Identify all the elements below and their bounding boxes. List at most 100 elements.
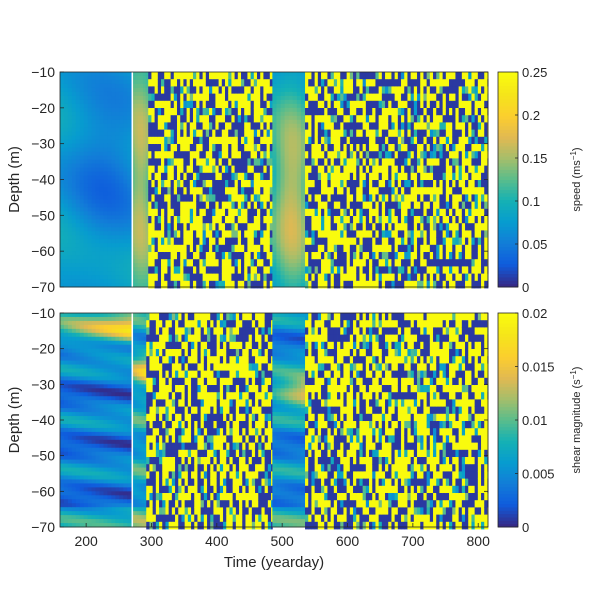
speed-noise-cell	[174, 202, 178, 210]
speed-noise-cell	[420, 144, 424, 152]
speed-noise-cell	[212, 101, 216, 109]
speed-noise-cell	[363, 144, 367, 152]
speed-noise-cell	[465, 245, 469, 253]
speed-noise-cell	[315, 209, 319, 217]
speed-noise-cell	[199, 166, 203, 174]
speed-field-cell	[123, 247, 127, 251]
speed-noise-cell	[212, 209, 216, 217]
speed-noise-cell	[318, 216, 322, 224]
speed-field-cell	[281, 271, 286, 275]
speed-noise-cell	[388, 137, 392, 145]
speed-field-cell	[293, 223, 298, 227]
speed-noise-cell	[180, 115, 184, 123]
speed-noise-cell	[267, 180, 271, 188]
speed-noise-cell	[231, 108, 235, 116]
speed-noise-cell	[350, 209, 354, 217]
speed-field-cell	[88, 104, 92, 108]
speed-colorbar-step	[498, 116, 518, 120]
speed-noise-cell	[215, 223, 219, 231]
speed-noise-cell	[158, 79, 162, 87]
speed-noise-cell	[254, 151, 258, 159]
speed-field-cell	[96, 116, 100, 120]
speed-noise-cell	[219, 108, 223, 116]
speed-noise-cell	[356, 158, 360, 166]
speed-noise-cell	[238, 187, 242, 195]
shear-field-cell	[60, 384, 64, 388]
speed-noise-cell	[331, 144, 335, 152]
speed-noise-cell	[199, 144, 203, 152]
speed-field-cell	[301, 211, 306, 215]
speed-noise-cell	[308, 108, 312, 116]
speed-field-cell	[104, 180, 108, 184]
speed-field-cell	[285, 223, 290, 227]
speed-noise-cell	[177, 166, 181, 174]
speed-noise-cell	[350, 151, 354, 159]
speed-field-cell	[272, 160, 277, 164]
speed-noise-cell	[446, 137, 450, 145]
speed-colorbar-step	[498, 99, 518, 103]
speed-noise-cell	[375, 259, 379, 267]
speed-noise-cell	[388, 173, 392, 181]
speed-noise-cell	[318, 266, 322, 274]
speed-noise-cell	[404, 72, 408, 80]
speed-noise-cell	[331, 151, 335, 159]
speed-noise-cell	[190, 238, 194, 246]
speed-noise-cell	[257, 86, 261, 94]
speed-field-cell	[96, 247, 100, 251]
speed-noise-cell	[382, 187, 386, 195]
speed-field-cell	[111, 148, 115, 152]
shear-field-cell	[76, 357, 80, 361]
speed-noise-cell	[171, 266, 175, 274]
speed-noise-cell	[375, 115, 379, 123]
speed-noise-cell	[209, 137, 213, 145]
speed-noise-cell	[222, 101, 226, 109]
speed-field-cell	[76, 267, 80, 271]
speed-field-cell	[293, 207, 298, 211]
speed-field-cell	[276, 195, 281, 199]
speed-field-cell	[80, 92, 84, 96]
speed-field-cell	[276, 191, 281, 195]
speed-noise-cell	[203, 101, 207, 109]
speed-field-cell	[276, 259, 281, 263]
speed-field-cell	[96, 207, 100, 211]
speed-noise-cell	[395, 202, 399, 210]
speed-field-cell	[88, 215, 92, 219]
speed-field-cell	[68, 211, 72, 215]
speed-noise-cell	[225, 130, 229, 138]
shear-field-cell	[72, 408, 76, 412]
speed-noise-cell	[196, 194, 200, 202]
speed-noise-cell	[190, 259, 194, 267]
speed-noise-cell	[449, 180, 453, 188]
speed-noise-cell	[305, 274, 309, 282]
speed-noise-cell	[222, 274, 226, 282]
speed-field-cell	[272, 164, 277, 168]
speed-noise-cell	[183, 274, 187, 282]
speed-noise-cell	[359, 252, 363, 260]
speed-noise-cell	[404, 252, 408, 260]
speed-field-cell	[289, 227, 294, 231]
speed-field-cell	[60, 120, 64, 124]
speed-noise-cell	[372, 173, 376, 181]
speed-field-cell	[127, 235, 131, 239]
speed-field-cell	[68, 275, 72, 279]
speed-field-cell	[64, 172, 68, 176]
speed-field-cell	[123, 187, 127, 191]
speed-noise-cell	[225, 230, 229, 238]
speed-noise-cell	[359, 230, 363, 238]
speed-noise-cell	[190, 209, 194, 217]
speed-noise-cell	[257, 115, 261, 123]
speed-noise-cell	[430, 122, 434, 130]
speed-noise-cell	[260, 252, 264, 260]
speed-field-cell	[285, 243, 290, 247]
speed-field-cell	[60, 195, 64, 199]
speed-noise-cell	[481, 108, 485, 116]
speed-noise-cell	[401, 101, 405, 109]
speed-noise-cell	[177, 101, 181, 109]
shear-field-cell	[64, 337, 68, 341]
speed-field-cell	[119, 136, 123, 140]
speed-noise-cell	[382, 223, 386, 231]
speed-noise-cell	[459, 223, 463, 231]
speed-noise-cell	[235, 230, 239, 238]
speed-noise-cell	[366, 108, 370, 116]
